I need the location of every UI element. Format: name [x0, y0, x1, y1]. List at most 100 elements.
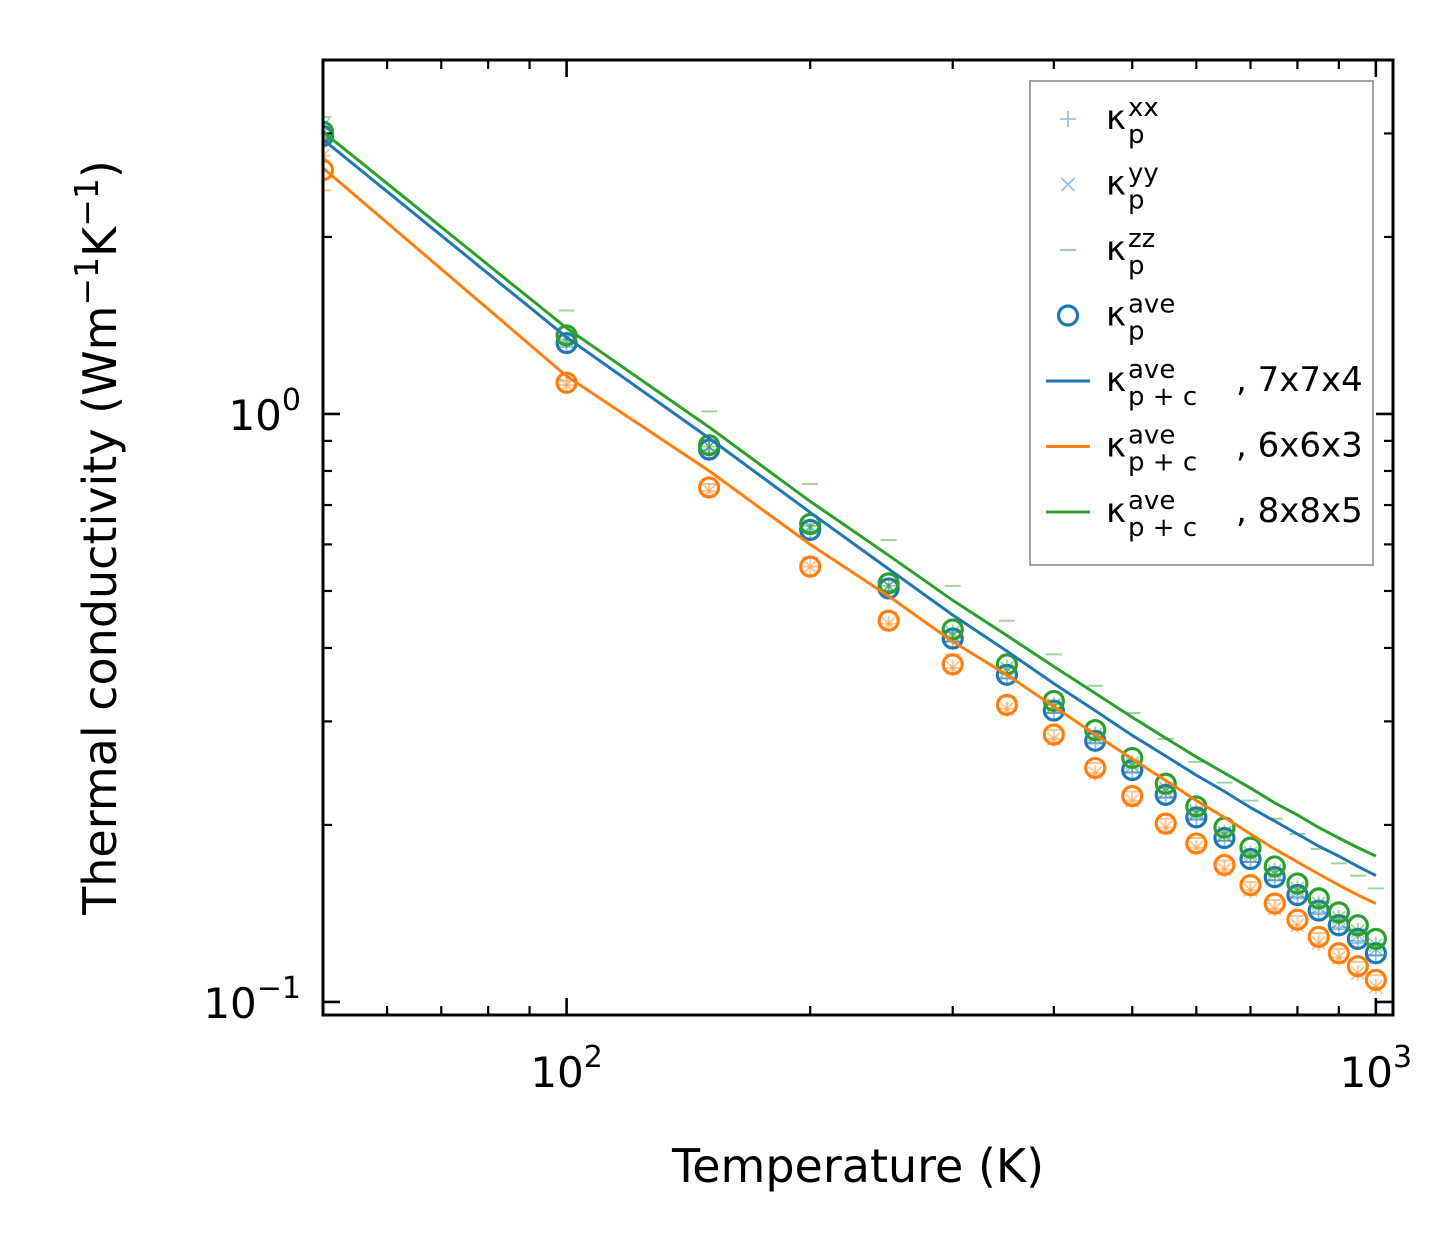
kpc-line-7x7x4 — [322, 138, 1377, 877]
kave-point — [1239, 874, 1262, 897]
kave-point — [1213, 853, 1236, 877]
legend-sub: p — [1128, 186, 1145, 216]
kyy-point — [803, 518, 818, 534]
kave-point — [1364, 968, 1387, 991]
cross-a — [1368, 937, 1383, 953]
kave-point — [1327, 942, 1350, 965]
legend-sub: p + c — [1128, 382, 1197, 412]
x-tick-label: 103 — [1340, 1040, 1413, 1097]
kave-point — [1042, 699, 1065, 722]
kxx-point — [701, 438, 718, 455]
kxx-point — [880, 577, 897, 594]
kave-point — [1346, 914, 1369, 937]
kxx-point — [1188, 810, 1205, 827]
cross-a — [1311, 935, 1326, 951]
legend-kappa: κ — [1106, 360, 1126, 400]
x-tick-exponent: 2 — [584, 1040, 603, 1075]
kave-point — [1286, 883, 1309, 907]
plot-frame — [321, 58, 1395, 1017]
legend-label: κave p + c , 8x8x5 — [1106, 486, 1363, 543]
series-6x6x3 — [323, 147, 1387, 996]
cross-b — [1311, 935, 1326, 951]
legend-cross-marker — [1060, 177, 1076, 192]
cross-b — [1060, 177, 1076, 192]
legend-sup: ave — [1128, 421, 1175, 451]
kave-point — [1286, 872, 1309, 895]
legend-kappa: κ — [1106, 164, 1126, 204]
kave-point — [799, 512, 822, 536]
cross-a — [1350, 965, 1365, 981]
y-tick-exponent: −1 — [257, 971, 301, 1006]
y-tick-base: 10 — [203, 979, 256, 1028]
legend-kappa: κ — [1106, 426, 1126, 466]
cross-b — [803, 518, 818, 534]
legend-kappa: κ — [1106, 491, 1126, 531]
kave-point — [1154, 783, 1177, 806]
kave-point — [323, 158, 335, 182]
cross-b — [323, 148, 331, 157]
y-label-end: ) — [73, 160, 127, 178]
kxx-point — [802, 558, 819, 575]
y-tick-base: 10 — [228, 391, 281, 440]
legend-sup: ave — [1128, 290, 1175, 320]
legend-suffix: , 7x7x4 — [1236, 360, 1363, 400]
cross-b — [323, 126, 331, 135]
x-tick-base: 10 — [1340, 1048, 1393, 1097]
legend-sup: zz — [1128, 224, 1155, 254]
kave-point — [1239, 847, 1262, 871]
legend-kappa: κ — [1106, 295, 1126, 335]
legend-label: κzz p — [1106, 224, 1155, 281]
kxx-point — [558, 377, 575, 394]
kxx-point — [1289, 888, 1306, 905]
cross-a — [323, 123, 331, 133]
y-tick-exponent: 0 — [282, 383, 301, 418]
cross-a — [559, 377, 574, 393]
kave-point — [1042, 723, 1065, 746]
kyy-point — [803, 559, 818, 574]
legend-label: κave p — [1106, 290, 1175, 347]
y-axis-label: Thermal conductivity (Wm−1K−1) — [67, 160, 127, 916]
y-label-exp1: −1 — [67, 257, 106, 306]
legend-sub: p + c — [1128, 448, 1197, 478]
x-tick-exponent: 3 — [1393, 1040, 1412, 1075]
legend-suffix: , 6x6x3 — [1236, 426, 1363, 466]
kyy-point — [1368, 937, 1383, 953]
legend-sub: p — [1128, 120, 1145, 150]
y-label-base: Thermal conductivity (Wm — [73, 306, 127, 916]
y-label-mid: K — [73, 225, 127, 257]
legend-sup: ave — [1128, 355, 1175, 385]
kave-point — [1364, 927, 1387, 950]
kave-point — [1121, 784, 1144, 808]
legend-sub: p — [1128, 251, 1145, 281]
y-tick-label: 100 — [228, 383, 301, 440]
kave-point — [1239, 836, 1262, 859]
cross-b — [803, 559, 818, 574]
kave-point — [1154, 812, 1177, 835]
cross-a — [1368, 979, 1383, 995]
kyy-point — [1350, 965, 1365, 981]
plot-area — [323, 115, 1387, 996]
kave-point — [1084, 756, 1107, 780]
cross-b — [1368, 937, 1383, 953]
cross-b — [323, 117, 331, 127]
kxx-point — [802, 517, 819, 534]
kyy-point — [323, 126, 331, 141]
legend-circle-marker — [1056, 304, 1080, 327]
legend-sub: p — [1128, 317, 1145, 347]
cross-a — [803, 559, 818, 574]
kave-point — [995, 693, 1018, 717]
kave-point — [799, 518, 822, 542]
kave-point — [1084, 718, 1107, 742]
legend-sup: xx — [1128, 93, 1159, 123]
kave-point — [877, 572, 900, 595]
cross-b — [1368, 979, 1383, 995]
kave-point — [698, 476, 721, 499]
kave-point — [1185, 832, 1208, 855]
x-tick-base: 10 — [530, 1048, 583, 1097]
legend-label: κyy p — [1106, 159, 1159, 216]
kave-point — [1263, 866, 1286, 889]
legend-kappa: κ — [1106, 229, 1126, 269]
legend-kappa: κ — [1106, 98, 1126, 138]
